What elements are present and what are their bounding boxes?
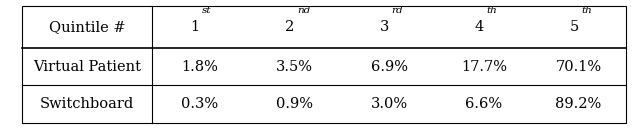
Text: 3.0%: 3.0%	[371, 97, 408, 111]
Text: th: th	[581, 5, 592, 15]
Text: th: th	[486, 5, 497, 15]
Text: 2: 2	[285, 20, 294, 34]
Text: Quintile #: Quintile #	[49, 20, 125, 34]
Text: 6.6%: 6.6%	[465, 97, 502, 111]
Text: 0.3%: 0.3%	[181, 97, 218, 111]
Text: 70.1%: 70.1%	[556, 60, 602, 74]
Text: 3: 3	[380, 20, 389, 34]
Text: 17.7%: 17.7%	[461, 60, 507, 74]
Text: st: st	[202, 5, 212, 15]
Bar	[22, 6, 626, 123]
Text: 1.8%: 1.8%	[181, 60, 218, 74]
Text: rd: rd	[392, 5, 403, 15]
Text: 1: 1	[191, 20, 200, 34]
Text: 6.9%: 6.9%	[371, 60, 408, 74]
Text: 89.2%: 89.2%	[556, 97, 602, 111]
Text: nd: nd	[297, 5, 310, 15]
Text: 0.9%: 0.9%	[276, 97, 313, 111]
Text: 5: 5	[570, 20, 579, 34]
Text: 3.5%: 3.5%	[276, 60, 313, 74]
Text: Switchboard: Switchboard	[40, 97, 134, 111]
Text: Virtual Patient: Virtual Patient	[33, 60, 141, 74]
Text: 4: 4	[474, 20, 484, 34]
